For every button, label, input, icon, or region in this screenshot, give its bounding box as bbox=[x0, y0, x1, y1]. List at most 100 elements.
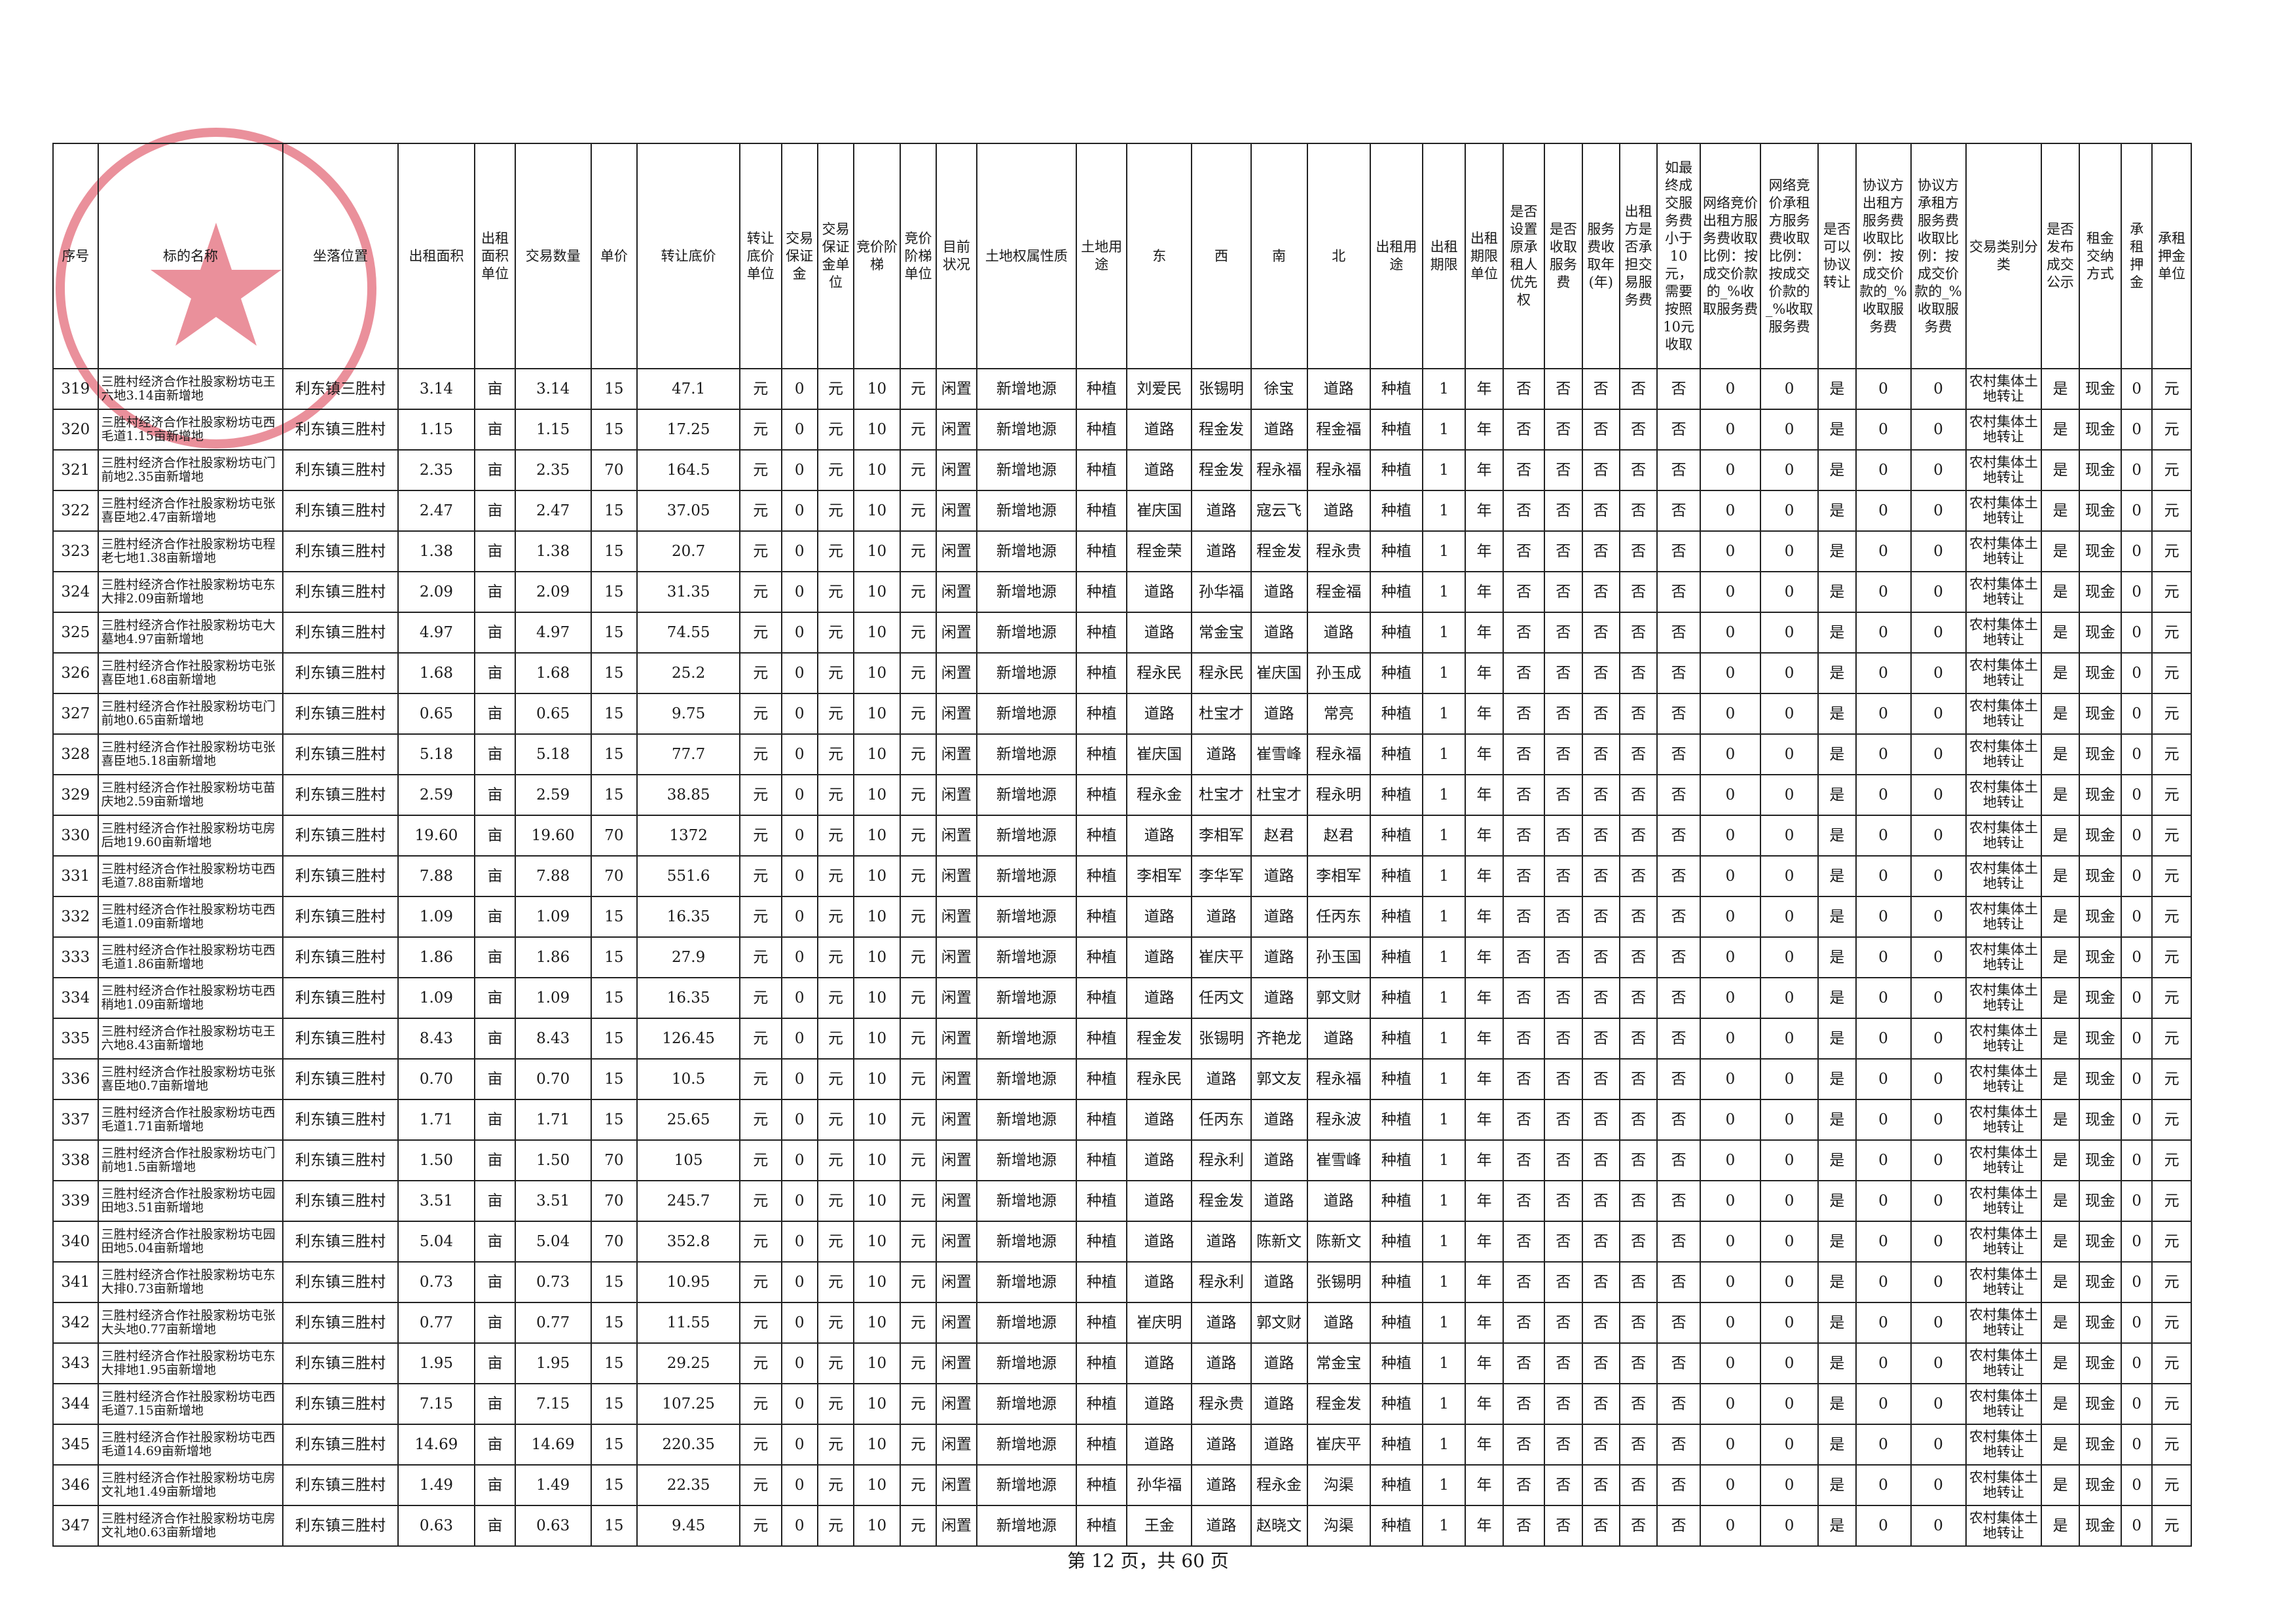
payment-method: 现金 bbox=[2078, 1058, 2123, 1100]
rent-deposit: 0 bbox=[2121, 1383, 2153, 1425]
land-lease-table: 序号 标的名称 坐落位置 出租面积 出租面积单位 交易数量 单价 转让底价 转让底价单位 交易保证… bbox=[52, 143, 2192, 1547]
net-lessor-pct: 0 bbox=[1699, 774, 1762, 816]
boundary-south: 杜宝才 bbox=[1250, 774, 1308, 816]
current-status: 闲置 bbox=[936, 977, 977, 1019]
rent-deposit: 0 bbox=[2121, 652, 2153, 694]
bid-step: 10 bbox=[853, 1342, 901, 1384]
publish-flag: 是 bbox=[2041, 1302, 2080, 1344]
area-unit: 亩 bbox=[474, 1383, 516, 1425]
table-row: 327 三胜村经济合作社股家粉坊屯门前地0.65亩新增地 利东镇三胜村 0.65 亩 0.… bbox=[52, 693, 2192, 735]
fee-years: 否 bbox=[1581, 936, 1620, 978]
boundary-west: 程永利 bbox=[1191, 1139, 1252, 1181]
bid-step-unit: 元 bbox=[899, 1383, 938, 1425]
service-fee-flag: 否 bbox=[1544, 1261, 1583, 1303]
unit-price: 15 bbox=[590, 1261, 638, 1303]
agr-lessor-pct: 0 bbox=[1855, 693, 1912, 735]
lease-use: 种植 bbox=[1369, 571, 1423, 613]
boundary-south: 道路 bbox=[1250, 409, 1308, 451]
bid-step: 10 bbox=[853, 1018, 901, 1060]
trade-category: 农村集体土地转让 bbox=[1965, 1221, 2043, 1263]
lease-term: 1 bbox=[1421, 1099, 1467, 1141]
lease-use: 种植 bbox=[1369, 612, 1423, 654]
land-use: 种植 bbox=[1076, 449, 1128, 491]
column-header: 承租押金单位 bbox=[2151, 143, 2192, 369]
table-row: 330 三胜村经济合作社股家粉坊屯房后地19.60亩新增地 利东镇三胜村 19.60 亩… bbox=[52, 815, 2192, 857]
rent-deposit-unit: 元 bbox=[2151, 1424, 2192, 1466]
ownership: 新增地源 bbox=[975, 1464, 1078, 1506]
ownership: 新增地源 bbox=[975, 1342, 1078, 1384]
boundary-south: 齐艳龙 bbox=[1250, 1018, 1308, 1060]
location-cell: 利东镇三胜村 bbox=[282, 774, 399, 816]
location-cell: 利东镇三胜村 bbox=[282, 896, 399, 938]
column-header: 是否发布成交公示 bbox=[2041, 143, 2080, 369]
unit-price: 15 bbox=[590, 1342, 638, 1384]
rent-deposit: 0 bbox=[2121, 409, 2153, 451]
rent-deposit-unit: 元 bbox=[2151, 1018, 2192, 1060]
area-unit: 亩 bbox=[474, 1180, 516, 1222]
deposit-unit: 元 bbox=[816, 896, 855, 938]
rent-deposit-unit: 元 bbox=[2151, 652, 2192, 694]
row-number: 325 bbox=[52, 612, 99, 654]
boundary-east: 道路 bbox=[1126, 815, 1193, 857]
boundary-east: 王金 bbox=[1126, 1505, 1193, 1547]
deposit-unit: 元 bbox=[816, 1221, 855, 1263]
trade-category: 农村集体土地转让 bbox=[1965, 1464, 2043, 1506]
min-fee-flag: 否 bbox=[1656, 1302, 1701, 1344]
land-use: 种植 bbox=[1076, 693, 1128, 735]
trade-quantity: 7.88 bbox=[514, 855, 592, 897]
bid-step-unit: 元 bbox=[899, 1139, 938, 1181]
boundary-west: 道路 bbox=[1191, 1302, 1252, 1344]
rent-deposit: 0 bbox=[2121, 855, 2153, 897]
publish-flag: 是 bbox=[2041, 1018, 2080, 1060]
rent-deposit: 0 bbox=[2121, 1221, 2153, 1263]
lessor-fee-flag: 否 bbox=[1618, 896, 1658, 938]
table-row: 320 三胜村经济合作社股家粉坊屯西毛道1.15亩新增地 利东镇三胜村 1.15 亩 1.… bbox=[52, 409, 2192, 451]
net-lessor-pct: 0 bbox=[1699, 1139, 1762, 1181]
area-unit: 亩 bbox=[474, 693, 516, 735]
publish-flag: 是 bbox=[2041, 530, 2080, 572]
boundary-north: 程金福 bbox=[1306, 571, 1371, 613]
lease-area: 2.09 bbox=[397, 571, 476, 613]
publish-flag: 是 bbox=[2041, 733, 2080, 775]
deposit-unit: 元 bbox=[816, 1383, 855, 1425]
boundary-west: 李华军 bbox=[1191, 855, 1252, 897]
net-lessor-pct: 0 bbox=[1699, 1383, 1762, 1425]
location-cell: 利东镇三胜村 bbox=[282, 1464, 399, 1506]
net-lessor-pct: 0 bbox=[1699, 1018, 1762, 1060]
ownership: 新增地源 bbox=[975, 693, 1078, 735]
lease-term-unit: 年 bbox=[1465, 693, 1504, 735]
agreement-flag: 是 bbox=[1817, 449, 1857, 491]
priority-flag: 否 bbox=[1502, 1424, 1546, 1466]
column-header: 东 bbox=[1126, 143, 1193, 369]
bid-step: 10 bbox=[853, 571, 901, 613]
row-number: 330 bbox=[52, 815, 99, 857]
rent-deposit-unit: 元 bbox=[2151, 977, 2192, 1019]
min-fee-flag: 否 bbox=[1656, 774, 1701, 816]
trade-category: 农村集体土地转让 bbox=[1965, 1424, 2043, 1466]
net-lessor-pct: 0 bbox=[1699, 490, 1762, 532]
boundary-west: 张锡明 bbox=[1191, 1018, 1252, 1060]
boundary-south: 道路 bbox=[1250, 936, 1308, 978]
row-number: 326 bbox=[52, 652, 99, 694]
unit-price: 15 bbox=[590, 896, 638, 938]
fee-years: 否 bbox=[1581, 1505, 1620, 1547]
trade-category: 农村集体土地转让 bbox=[1965, 1018, 2043, 1060]
publish-flag: 是 bbox=[2041, 1180, 2080, 1222]
lease-term: 1 bbox=[1421, 449, 1467, 491]
net-lessee-pct: 0 bbox=[1760, 449, 1819, 491]
publish-flag: 是 bbox=[2041, 1139, 2080, 1181]
lessor-fee-flag: 否 bbox=[1618, 571, 1658, 613]
lease-term-unit: 年 bbox=[1465, 936, 1504, 978]
current-status: 闲置 bbox=[936, 1342, 977, 1384]
column-header: 交易保证金 bbox=[780, 143, 818, 369]
current-status: 闲置 bbox=[936, 733, 977, 775]
agr-lessee-pct: 0 bbox=[1910, 652, 1967, 694]
lease-area: 1.38 bbox=[397, 530, 476, 572]
service-fee-flag: 否 bbox=[1544, 1221, 1583, 1263]
land-use: 种植 bbox=[1076, 368, 1128, 410]
boundary-north: 道路 bbox=[1306, 1018, 1371, 1060]
trade-quantity: 1.95 bbox=[514, 1342, 592, 1384]
current-status: 闲置 bbox=[936, 1139, 977, 1181]
lease-term: 1 bbox=[1421, 855, 1467, 897]
land-use: 种植 bbox=[1076, 1180, 1128, 1222]
